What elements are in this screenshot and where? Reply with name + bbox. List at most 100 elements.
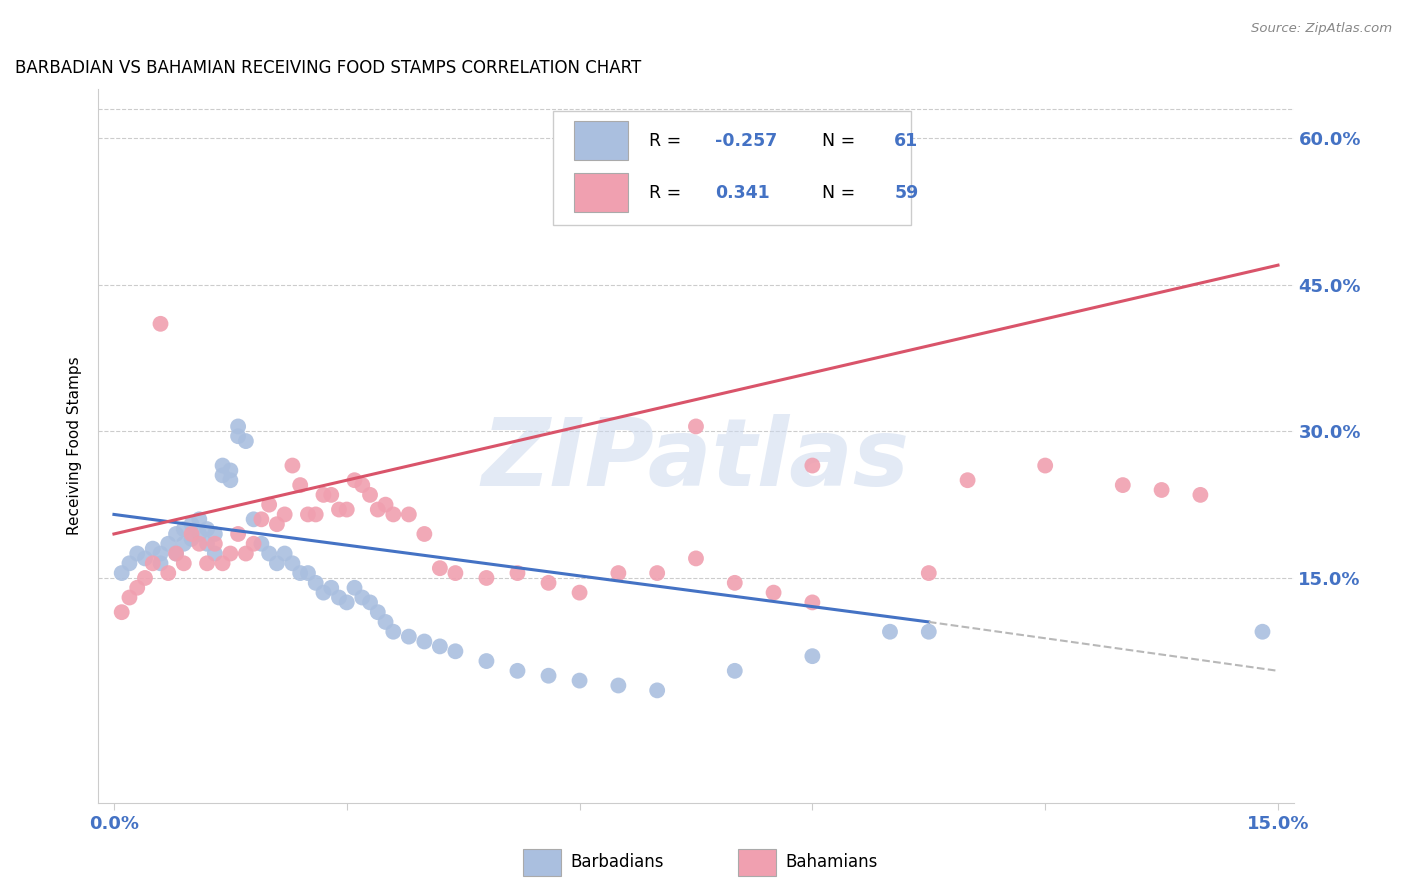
Point: [1033, 458, 1056, 473]
Point: [382, 508, 405, 522]
Point: [235, 434, 257, 449]
Point: [290, 566, 312, 580]
Point: [242, 537, 264, 551]
Point: [297, 566, 319, 580]
Point: [956, 473, 979, 487]
Point: [242, 512, 264, 526]
Point: [762, 585, 785, 599]
Point: [165, 547, 187, 561]
Point: [142, 541, 165, 556]
Point: [266, 557, 288, 571]
Point: [165, 547, 187, 561]
Point: [724, 664, 747, 678]
Point: [219, 547, 242, 561]
Point: [226, 429, 249, 443]
Point: [537, 669, 560, 683]
Point: [506, 664, 529, 678]
Point: [257, 498, 280, 512]
Point: [180, 517, 202, 532]
Point: [157, 537, 180, 551]
Point: [398, 508, 420, 522]
Point: [321, 581, 343, 595]
Point: [645, 683, 668, 698]
Point: [165, 527, 187, 541]
Point: [801, 649, 824, 664]
Point: [1189, 488, 1212, 502]
Point: [195, 537, 218, 551]
Point: [204, 547, 226, 561]
Point: [188, 512, 211, 526]
Point: [226, 419, 249, 434]
Point: [398, 630, 420, 644]
Point: [226, 527, 249, 541]
Point: [305, 575, 328, 590]
Point: [429, 640, 451, 654]
Text: R =: R =: [650, 132, 688, 150]
Point: [321, 488, 343, 502]
Text: ZIPatlas: ZIPatlas: [482, 414, 910, 507]
Point: [149, 547, 172, 561]
Point: [352, 478, 374, 492]
Text: Barbadians: Barbadians: [571, 853, 664, 871]
Text: Bahamians: Bahamians: [786, 853, 877, 871]
Point: [134, 571, 156, 585]
Point: [475, 654, 498, 668]
Point: [195, 557, 218, 571]
Point: [211, 458, 233, 473]
Text: BARBADIAN VS BAHAMIAN RECEIVING FOOD STAMPS CORRELATION CHART: BARBADIAN VS BAHAMIAN RECEIVING FOOD STA…: [15, 59, 641, 77]
Point: [685, 551, 707, 566]
FancyBboxPatch shape: [574, 120, 628, 160]
Point: [219, 473, 242, 487]
Point: [250, 512, 273, 526]
Point: [204, 527, 226, 541]
Point: [250, 537, 273, 551]
Text: 61: 61: [894, 132, 918, 150]
Point: [195, 522, 218, 536]
Point: [111, 566, 134, 580]
Point: [173, 522, 195, 536]
Point: [724, 575, 747, 590]
Point: [211, 468, 233, 483]
Point: [188, 527, 211, 541]
Point: [382, 624, 405, 639]
Point: [180, 527, 202, 541]
Point: [367, 605, 389, 619]
Text: Source: ZipAtlas.com: Source: ZipAtlas.com: [1251, 22, 1392, 36]
Point: [157, 566, 180, 580]
Point: [537, 575, 560, 590]
Point: [343, 581, 366, 595]
Point: [444, 644, 467, 658]
Point: [180, 532, 202, 546]
Point: [127, 547, 149, 561]
Point: [367, 502, 389, 516]
Point: [149, 557, 172, 571]
Text: -0.257: -0.257: [716, 132, 778, 150]
FancyBboxPatch shape: [523, 849, 561, 876]
Point: [343, 473, 366, 487]
Point: [336, 595, 359, 609]
Point: [801, 595, 824, 609]
Point: [1150, 483, 1173, 497]
Point: [312, 585, 335, 599]
Point: [1251, 624, 1274, 639]
Point: [188, 537, 211, 551]
Point: [374, 615, 396, 629]
Point: [149, 317, 172, 331]
Point: [607, 678, 630, 692]
Point: [568, 673, 591, 688]
Point: [305, 508, 328, 522]
Point: [134, 551, 156, 566]
Point: [281, 458, 304, 473]
Point: [359, 488, 381, 502]
Text: R =: R =: [650, 184, 693, 202]
Point: [118, 591, 141, 605]
Point: [413, 527, 436, 541]
Point: [281, 557, 304, 571]
Text: N =: N =: [811, 132, 860, 150]
Point: [336, 502, 359, 516]
Point: [879, 624, 901, 639]
Point: [918, 566, 941, 580]
Point: [328, 502, 350, 516]
Point: [685, 419, 707, 434]
Point: [429, 561, 451, 575]
